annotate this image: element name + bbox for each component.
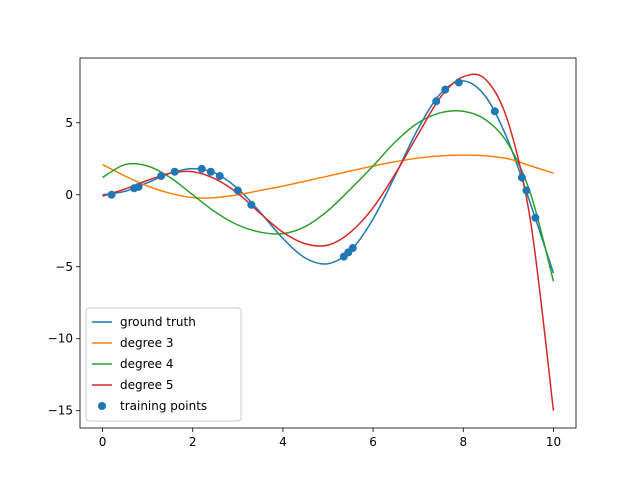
x-tick-label: 10	[546, 435, 561, 449]
training-point	[107, 190, 116, 199]
legend-label-ground-truth: ground truth	[120, 315, 196, 329]
x-axis: 0 2 4 6 8 10	[99, 428, 561, 449]
y-tick-label: 0	[65, 188, 73, 202]
series-line-degree-5	[102, 73, 555, 411]
x-tick-label: 0	[99, 435, 107, 449]
y-tick-label: −15	[48, 404, 73, 418]
training-point	[348, 244, 357, 253]
training-point	[247, 200, 256, 209]
x-tick-label: 6	[369, 435, 377, 449]
legend-label-training-points: training points	[120, 399, 207, 413]
training-point	[531, 213, 540, 222]
legend-label-degree-5: degree 5	[120, 378, 174, 392]
y-axis: −15 −10 −5 0 5	[48, 116, 80, 418]
series-line-degree-4	[102, 109, 555, 282]
legend-label-degree-4: degree 4	[120, 357, 174, 371]
y-tick-label: −5	[55, 260, 73, 274]
training-point	[522, 186, 531, 195]
y-tick-label: 5	[65, 116, 73, 130]
training-points-layer	[107, 78, 540, 261]
legend-label-degree-3: degree 3	[120, 336, 174, 350]
training-point	[170, 167, 179, 176]
x-tick-label: 8	[459, 435, 467, 449]
legend-swatch-training-points	[98, 402, 106, 410]
y-tick-label: −10	[48, 332, 73, 346]
training-point	[517, 173, 526, 182]
legend-box	[85, 307, 242, 422]
x-tick-label: 2	[189, 435, 197, 449]
training-point	[432, 97, 441, 106]
x-tick-label: 4	[279, 435, 287, 449]
legend: ground truth degree 3 degree 4 degree 5 trai…	[85, 307, 242, 422]
training-point	[454, 78, 463, 87]
training-point	[157, 172, 166, 181]
training-point	[215, 172, 224, 181]
training-point	[134, 182, 143, 191]
training-point	[233, 186, 242, 195]
training-point	[197, 164, 206, 173]
training-point	[441, 85, 450, 94]
training-point	[490, 107, 499, 116]
training-point	[206, 167, 215, 176]
series-line-degree-3	[102, 154, 554, 199]
